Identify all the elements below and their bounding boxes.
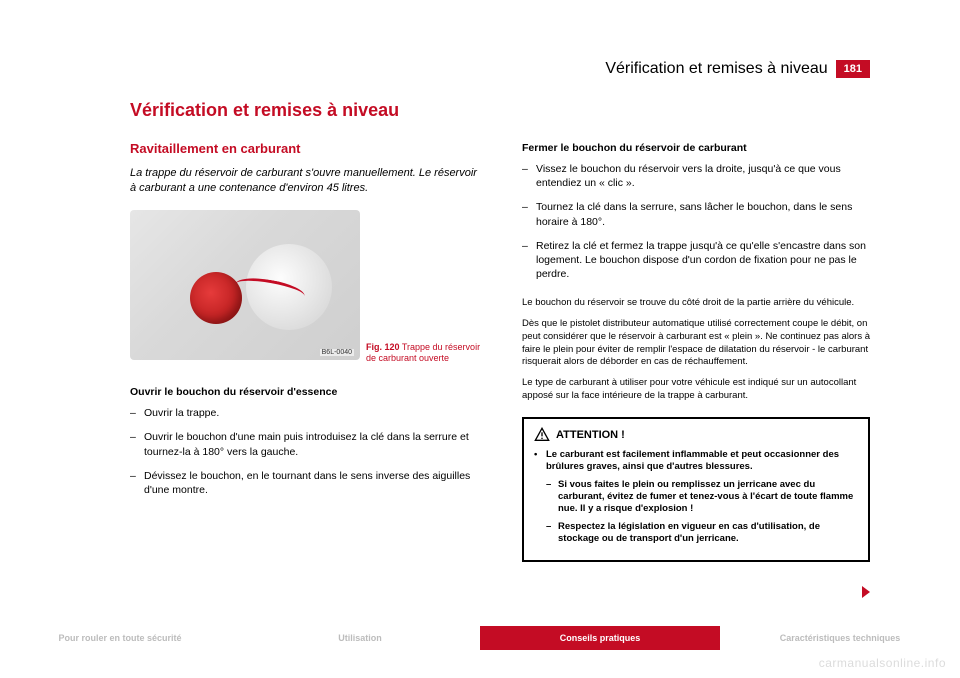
warning-header: ATTENTION ! xyxy=(534,427,858,443)
footer-tab-specs[interactable]: Caractéristiques techniques xyxy=(720,626,960,650)
page-header: Vérification et remises à niveau 181 xyxy=(605,60,870,78)
close-heading: Fermer le bouchon du réservoir de carbur… xyxy=(522,142,870,154)
intro-text: La trappe du réservoir de carburant s'ou… xyxy=(130,166,486,196)
manual-page: Vérification et remises à niveau 181 Vér… xyxy=(0,0,960,678)
warning-icon xyxy=(534,427,550,443)
right-column: Fermer le bouchon du réservoir de carbur… xyxy=(522,100,870,598)
warning-title: ATTENTION ! xyxy=(556,429,625,441)
close-step: Retirez la clé et fermez la trappe jusqu… xyxy=(522,239,870,282)
footer-tabs: Pour rouler en toute sécurité Utilisatio… xyxy=(0,626,960,650)
left-column: Vérification et remises à niveau Ravitai… xyxy=(130,100,486,598)
spacer xyxy=(522,100,870,142)
watermark: carmanualsonline.info xyxy=(819,656,946,670)
content-area: Vérification et remises à niveau Ravitai… xyxy=(130,100,870,598)
footer-tab-tips[interactable]: Conseils pratiques xyxy=(480,626,720,650)
page-number-badge: 181 xyxy=(836,60,870,78)
note-paragraph: Le type de carburant à utiliser pour vot… xyxy=(522,377,870,403)
figure-caption-label: Fig. 120 xyxy=(366,342,400,352)
warning-item: Le carburant est facilement inflammable … xyxy=(534,449,858,474)
close-step: Tournez la clé dans la serrure, sans lâc… xyxy=(522,200,870,228)
close-step: Vissez le bouchon du réservoir vers la d… xyxy=(522,162,870,190)
warning-box: ATTENTION ! Le carburant est facilement … xyxy=(522,417,870,562)
continue-indicator-icon xyxy=(862,586,870,598)
open-step: Dévissez le bouchon, en le tournant dans… xyxy=(130,469,486,497)
warning-item: Si vous faites le plein ou remplissez un… xyxy=(534,479,858,516)
warning-item: Respectez la législation en vigueur en c… xyxy=(534,521,858,546)
figure-block: B6L-0040 Fig. 120 Trappe du réservoir de… xyxy=(130,210,486,387)
open-step: Ouvrir le bouchon d'une main puis introd… xyxy=(130,430,486,458)
note-paragraph: Dès que le pistolet distributeur automat… xyxy=(522,318,870,369)
page-title: Vérification et remises à niveau xyxy=(130,100,486,121)
footer-tab-safety[interactable]: Pour rouler en toute sécurité xyxy=(0,626,240,650)
fuel-cap-figure: B6L-0040 xyxy=(130,210,360,360)
figure-caption: Fig. 120 Trappe du réservoir de carburan… xyxy=(366,342,486,365)
header-section-title: Vérification et remises à niveau xyxy=(605,60,827,78)
figure-fuel-cap xyxy=(190,272,242,324)
footer-tab-usage[interactable]: Utilisation xyxy=(240,626,480,650)
open-heading: Ouvrir le bouchon du réservoir d'essence xyxy=(130,386,486,398)
note-paragraph: Le bouchon du réservoir se trouve du côt… xyxy=(522,297,870,310)
open-step: Ouvrir la trappe. xyxy=(130,406,486,420)
figure-code: B6L-0040 xyxy=(320,349,354,356)
section-subtitle: Ravitaillement en carburant xyxy=(130,141,486,156)
